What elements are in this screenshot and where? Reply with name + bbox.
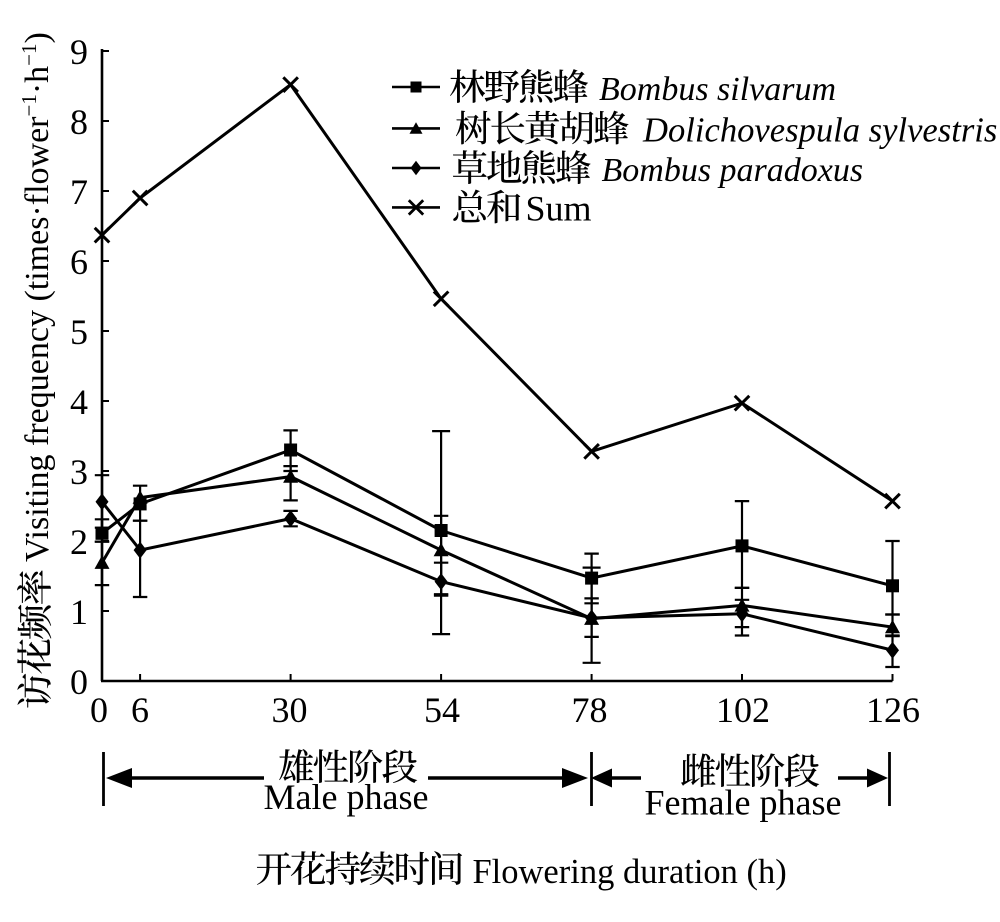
svg-text:78: 78 xyxy=(572,690,608,730)
svg-text:1: 1 xyxy=(70,592,88,632)
svg-text:126: 126 xyxy=(866,690,920,730)
svg-text:8: 8 xyxy=(70,102,88,142)
svg-text:7: 7 xyxy=(70,172,88,212)
svg-text:4: 4 xyxy=(70,382,88,422)
svg-text:54: 54 xyxy=(424,690,460,730)
svg-text:Flowering duration (h): Flowering duration (h) xyxy=(473,853,787,891)
svg-text:Sum: Sum xyxy=(526,188,592,228)
svg-text:6: 6 xyxy=(70,242,88,282)
svg-text:30: 30 xyxy=(272,690,308,730)
svg-text:Male phase: Male phase xyxy=(264,777,429,817)
svg-text:Bombus silvarum: Bombus silvarum xyxy=(599,71,836,108)
svg-text:102: 102 xyxy=(716,690,770,730)
svg-text:5: 5 xyxy=(70,312,88,352)
svg-text:9: 9 xyxy=(70,32,88,72)
svg-text:6: 6 xyxy=(131,690,149,730)
svg-text:2: 2 xyxy=(70,522,88,562)
svg-text:3: 3 xyxy=(70,452,88,492)
svg-text:Visiting frequency (times·flow: Visiting frequency (times·flower−1·h−1) xyxy=(17,32,56,562)
svg-text:Dolichovespula sylvestris: Dolichovespula sylvestris xyxy=(642,111,997,149)
svg-text:Bombus paradoxus: Bombus paradoxus xyxy=(602,152,864,189)
svg-text:0: 0 xyxy=(70,662,88,702)
svg-text:0: 0 xyxy=(90,690,108,730)
svg-text:Female phase: Female phase xyxy=(645,783,842,823)
